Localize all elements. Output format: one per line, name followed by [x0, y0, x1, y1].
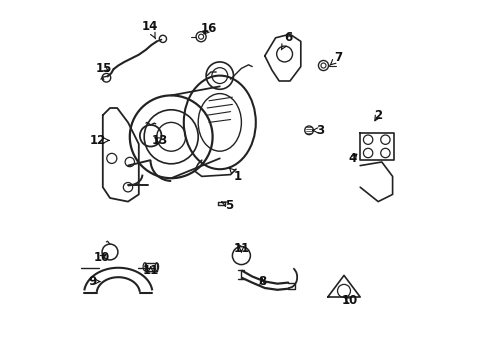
Text: 12: 12: [89, 134, 109, 147]
Text: 1: 1: [229, 168, 242, 183]
Text: 11: 11: [143, 264, 159, 277]
Text: 15: 15: [96, 62, 112, 75]
Text: 13: 13: [151, 134, 168, 147]
Text: 10: 10: [94, 251, 110, 264]
Text: 6: 6: [281, 31, 293, 50]
Text: 5: 5: [221, 199, 233, 212]
Text: 4: 4: [349, 152, 357, 165]
Text: 9: 9: [88, 275, 100, 288]
Text: 8: 8: [258, 275, 267, 288]
Text: 11: 11: [233, 242, 249, 255]
Text: 10: 10: [341, 294, 358, 307]
Text: 2: 2: [374, 109, 382, 122]
Text: 14: 14: [142, 21, 158, 39]
Text: 7: 7: [330, 51, 343, 66]
Text: 16: 16: [201, 22, 217, 35]
Text: 3: 3: [313, 124, 325, 137]
